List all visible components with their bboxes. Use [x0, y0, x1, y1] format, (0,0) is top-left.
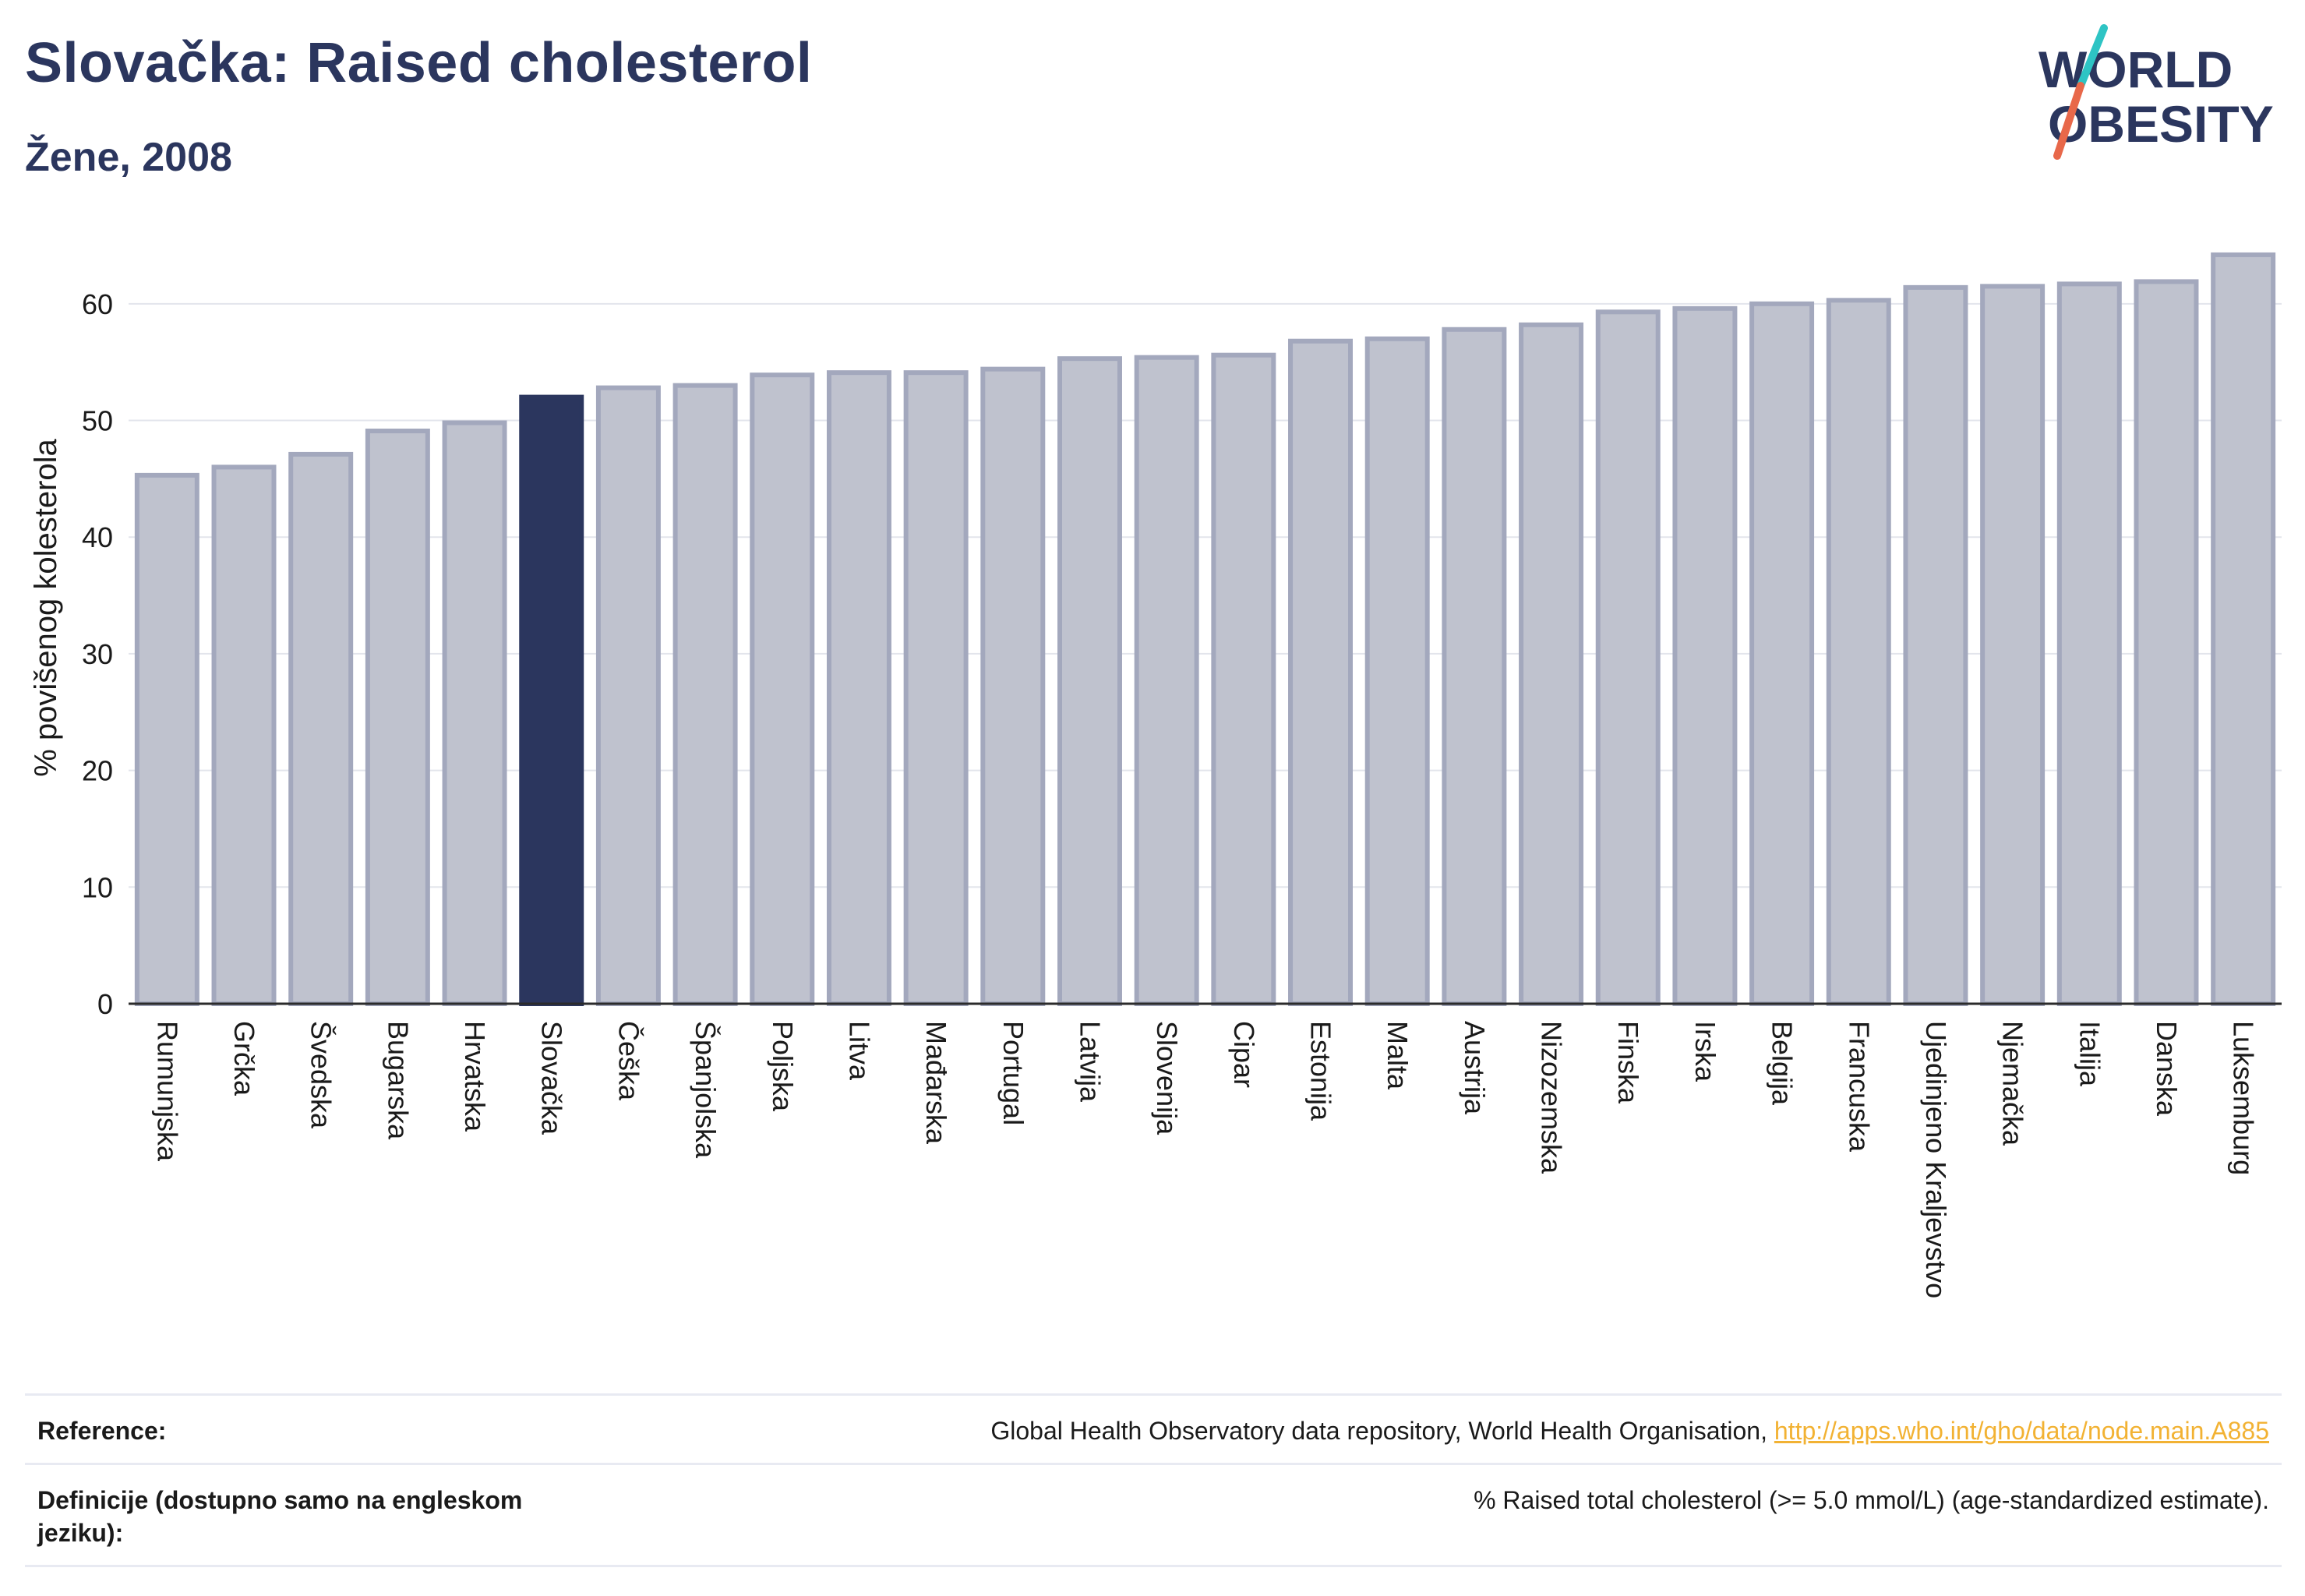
y-tick-label: 50	[82, 405, 113, 437]
bar-njemačka	[1980, 284, 2046, 1006]
bar-danska	[2134, 279, 2199, 1007]
axes: 0 10 20 30 40 50 60 Rumunjska Grčka Švedska Bugars…	[82, 288, 2282, 1298]
bar-finska	[1595, 309, 1661, 1006]
bar-španjolska	[672, 383, 738, 1006]
bar-portugal	[980, 366, 1046, 1006]
logo-slash-top	[2077, 24, 2108, 90]
x-tick-label: Mađarska	[920, 1021, 952, 1145]
bar-austrija	[1442, 327, 1507, 1006]
bar-malta	[1364, 336, 1430, 1006]
x-tick-label: Danska	[2151, 1021, 2183, 1117]
definition-row: Definicije (dostupno samo na engleskom j…	[25, 1463, 2282, 1567]
y-tick-label: 60	[82, 288, 113, 320]
reference-value: Global Health Observatory data repositor…	[990, 1414, 2269, 1447]
bar-chart: 0 10 20 30 40 50 60 Rumunjska Grčka Švedska Bugars…	[29, 252, 2282, 1298]
page-title: Slovačka: Raised cholesterol	[25, 32, 813, 94]
page-subtitle: Žene, 2008	[25, 135, 232, 180]
bar-mađarska	[903, 370, 969, 1006]
x-tick-label: Irska	[1689, 1021, 1721, 1082]
bar-italija	[2056, 281, 2122, 1006]
y-axis-label: % povišenog kolesterola	[29, 438, 63, 776]
x-tick-label: Hrvatska	[459, 1021, 491, 1132]
x-tick-label: Belgija	[1767, 1021, 1798, 1106]
bar-belgija	[1749, 301, 1815, 1006]
x-tick-label: Francuska	[1843, 1021, 1875, 1153]
x-tick-label: Grčka	[228, 1021, 260, 1096]
bar-slovenija	[1134, 355, 1199, 1007]
bar-nizozemska	[1519, 322, 1584, 1007]
x-tick-label: Ujedinjeno Kraljevstvo	[1920, 1021, 1952, 1298]
bar-luksemburg	[2211, 252, 2276, 1007]
definition-label: Definicije (dostupno samo na engleskom j…	[37, 1486, 523, 1547]
x-tick-label: Švedska	[305, 1021, 337, 1129]
bar-estonija	[1288, 338, 1354, 1007]
bar-latvija	[1057, 356, 1122, 1006]
reference-source-text: Global Health Observatory data repositor…	[990, 1417, 1774, 1445]
x-tick-label: Njemačka	[1997, 1021, 2029, 1146]
bar-švedska	[288, 451, 354, 1006]
world-obesity-logo: WORLD OBESITY	[2026, 23, 2291, 164]
bars	[134, 252, 2276, 1007]
bar-grčka	[211, 464, 277, 1006]
y-tick-label: 20	[82, 755, 113, 787]
y-tick-label: 0	[97, 988, 113, 1020]
x-tick-label: Portugal	[997, 1021, 1029, 1125]
x-tick-label: Finska	[1612, 1021, 1644, 1104]
bar-litva	[826, 370, 891, 1006]
y-tick-label: 10	[82, 871, 113, 903]
bar-ujedinjeno-kraljevstvo	[1903, 284, 1968, 1006]
x-tick-label: Slovačka	[536, 1021, 568, 1135]
x-tick-label: Litva	[843, 1021, 875, 1081]
x-tick-label: Latvija	[1074, 1021, 1106, 1103]
logo-line2: OBESITY	[2048, 95, 2274, 153]
x-tick-label: Cipar	[1228, 1021, 1260, 1088]
x-tick-label: Malta	[1382, 1021, 1414, 1090]
x-tick-label: Rumunjska	[151, 1021, 183, 1162]
x-tick-label: Bugarska	[382, 1021, 414, 1140]
bar-češka	[595, 385, 661, 1007]
logo-line1: WORLD	[2038, 41, 2233, 98]
x-tick-label: Italija	[2074, 1021, 2106, 1087]
reference-table: Reference: Global Health Observatory dat…	[25, 1393, 2282, 1567]
bar-cipar	[1211, 352, 1276, 1006]
y-tick-label: 30	[82, 638, 113, 670]
x-tick-label: Austrija	[1459, 1021, 1491, 1115]
bar-francuska	[1826, 298, 1891, 1006]
x-tick-label: Češka	[612, 1021, 644, 1101]
bar-poljska	[750, 373, 815, 1006]
x-tick-label: Nizozemska	[1536, 1021, 1568, 1174]
bar-hrvatska	[442, 420, 507, 1006]
x-tick-label: Estonija	[1305, 1021, 1337, 1121]
bar-irska	[1672, 305, 1738, 1007]
reference-link[interactable]: http://apps.who.int/gho/data/node.main.A…	[1774, 1417, 2269, 1445]
bar-bugarska	[365, 428, 430, 1006]
y-tick-label: 40	[82, 521, 113, 553]
x-tick-label: Poljska	[767, 1021, 799, 1112]
definition-value: % Raised total cholesterol (>= 5.0 mmol/…	[1474, 1486, 2269, 1514]
bar-rumunjska	[134, 472, 199, 1006]
reference-label: Reference:	[37, 1417, 167, 1445]
x-tick-label: Slovenija	[1151, 1021, 1183, 1135]
x-tick-label: Španjolska	[690, 1021, 722, 1159]
x-tick-label: Luksemburg	[2228, 1021, 2260, 1175]
reference-row: Reference: Global Health Observatory dat…	[25, 1393, 2282, 1463]
logo-slash-bottom	[2053, 82, 2084, 160]
bar-slovačka	[519, 394, 584, 1006]
